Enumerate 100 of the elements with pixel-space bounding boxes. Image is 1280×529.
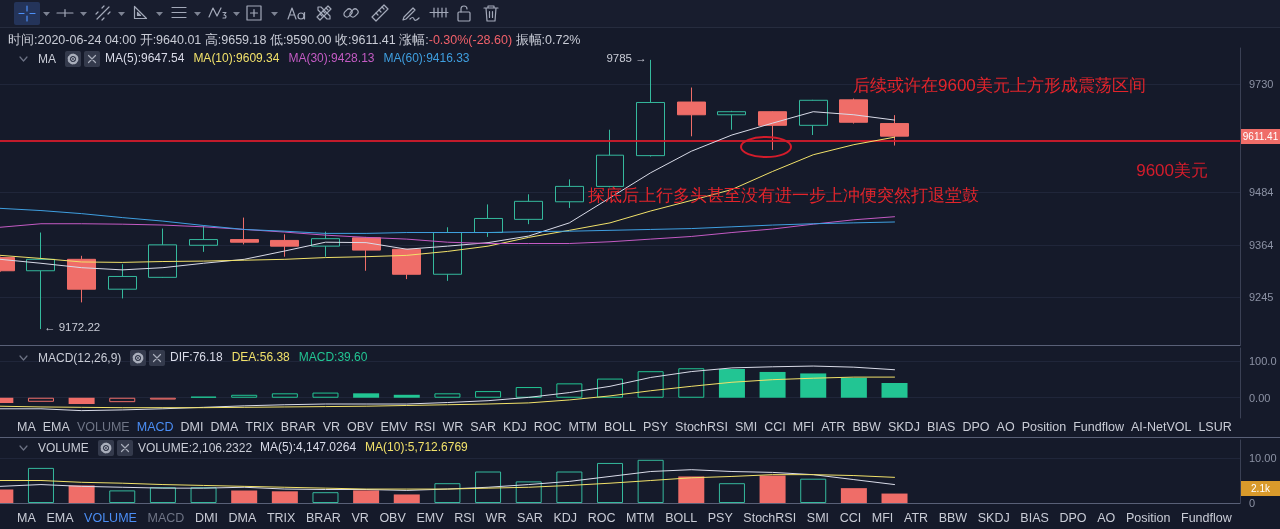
candlestick [108, 263, 137, 299]
text: BBW [938, 510, 968, 527]
text: MACD [147, 510, 185, 527]
legend-title: VOLUME [38, 440, 89, 456]
text: BOLL [665, 510, 698, 527]
text: MA [17, 419, 36, 436]
text: RSI [414, 419, 436, 436]
text: MA(60):9416.33 [383, 51, 470, 65]
y-tick-label: 9364 [1249, 238, 1274, 251]
bar [840, 488, 867, 503]
text: PSY [707, 510, 733, 527]
text: Fundflow [1073, 419, 1124, 436]
text: TRIX [266, 510, 296, 527]
text: MACD [136, 419, 174, 436]
y-tick-label: 0.00 [1249, 391, 1271, 404]
text: SKDJ [887, 419, 920, 436]
bar [840, 377, 867, 398]
annotation: 9785 → [606, 50, 647, 65]
y-tick-label: 9484 [1249, 186, 1274, 199]
text: EMA [46, 510, 74, 527]
text: 9611.41 [1241, 128, 1280, 144]
text: MA(30):9428.13 [288, 51, 375, 65]
text: MA [17, 510, 36, 527]
bar [393, 494, 420, 503]
bar [800, 478, 827, 503]
text: WR [442, 419, 464, 436]
bar [881, 383, 908, 398]
text: DMI [194, 510, 218, 527]
candlestick [270, 233, 299, 258]
annotation: 9600美元 [1136, 160, 1208, 183]
text: VR [322, 419, 340, 436]
text: DPO [962, 419, 990, 436]
bar [596, 462, 624, 503]
text: DIF:76.18 [170, 350, 224, 364]
bar [800, 373, 827, 398]
bar [27, 397, 54, 402]
text: MA(10):5,712.6769 [365, 440, 469, 454]
text: MACD:39.60 [298, 350, 368, 364]
text: DMA [210, 419, 239, 436]
chart-subtitle: 时间:2020-06-24 04:00 开:9640.01 高:9659.18 低:9590.00 收:9611.41 涨幅:-0.30%(-28.60) 振幅:0.72% [8, 33, 581, 47]
candlestick [392, 248, 421, 280]
bar [353, 393, 380, 398]
bar [475, 391, 502, 398]
bar [68, 397, 95, 404]
bar [68, 485, 95, 503]
text: StochRSI [675, 419, 728, 436]
y-tick-label: 9730 [1249, 78, 1274, 91]
y-tick-label: 9245 [1249, 291, 1274, 304]
text: Fundflow [1181, 510, 1232, 527]
bar [312, 492, 339, 503]
text: SMI [734, 419, 758, 436]
bar [759, 371, 786, 398]
legend-title: MA [38, 51, 56, 67]
text: ATR [821, 419, 846, 436]
line-series [0, 469, 896, 491]
text: Position [1125, 510, 1171, 527]
bar [109, 490, 136, 503]
text: RSI [454, 510, 475, 527]
text: BIAS [926, 419, 956, 436]
line-series [0, 207, 896, 234]
text: LSUR [1198, 419, 1232, 436]
bar [718, 483, 745, 503]
bar [515, 481, 542, 503]
text: AO [996, 419, 1015, 436]
text: EMV [416, 510, 444, 527]
text: OBV [379, 510, 406, 527]
text: TRIX [245, 419, 274, 436]
text: KDJ [553, 510, 577, 527]
bar [678, 476, 705, 503]
text: DMI [180, 419, 204, 436]
text: BRAR [280, 419, 316, 436]
candlestick [839, 98, 868, 125]
text: BRAR [306, 510, 341, 527]
candlestick [596, 129, 624, 188]
annotation: 后续或许在9600美元上方形成震荡区间 [853, 75, 1146, 97]
text: CCI [764, 419, 786, 436]
line-series [0, 136, 896, 263]
bar [271, 491, 298, 503]
text: DEA:56.38 [231, 350, 291, 364]
candlestick [148, 228, 177, 279]
text: DPO [1059, 510, 1087, 527]
bar [556, 383, 583, 398]
candlestick [230, 217, 259, 245]
candlestick [880, 114, 909, 147]
candlestick [514, 193, 543, 225]
text: ATR [903, 510, 929, 527]
bar [678, 368, 705, 398]
line-series [0, 111, 896, 271]
candlestick [799, 99, 828, 136]
candlestick [758, 110, 787, 151]
bar [271, 393, 298, 398]
bar [109, 397, 136, 403]
bar [231, 394, 258, 398]
bar [637, 459, 664, 503]
candlestick [555, 178, 584, 209]
text: OBV [347, 419, 374, 436]
candlestick [677, 87, 706, 137]
text: MA(10):9609.34 [193, 51, 280, 65]
text: DMA [228, 510, 257, 527]
text: MTM [568, 419, 597, 436]
